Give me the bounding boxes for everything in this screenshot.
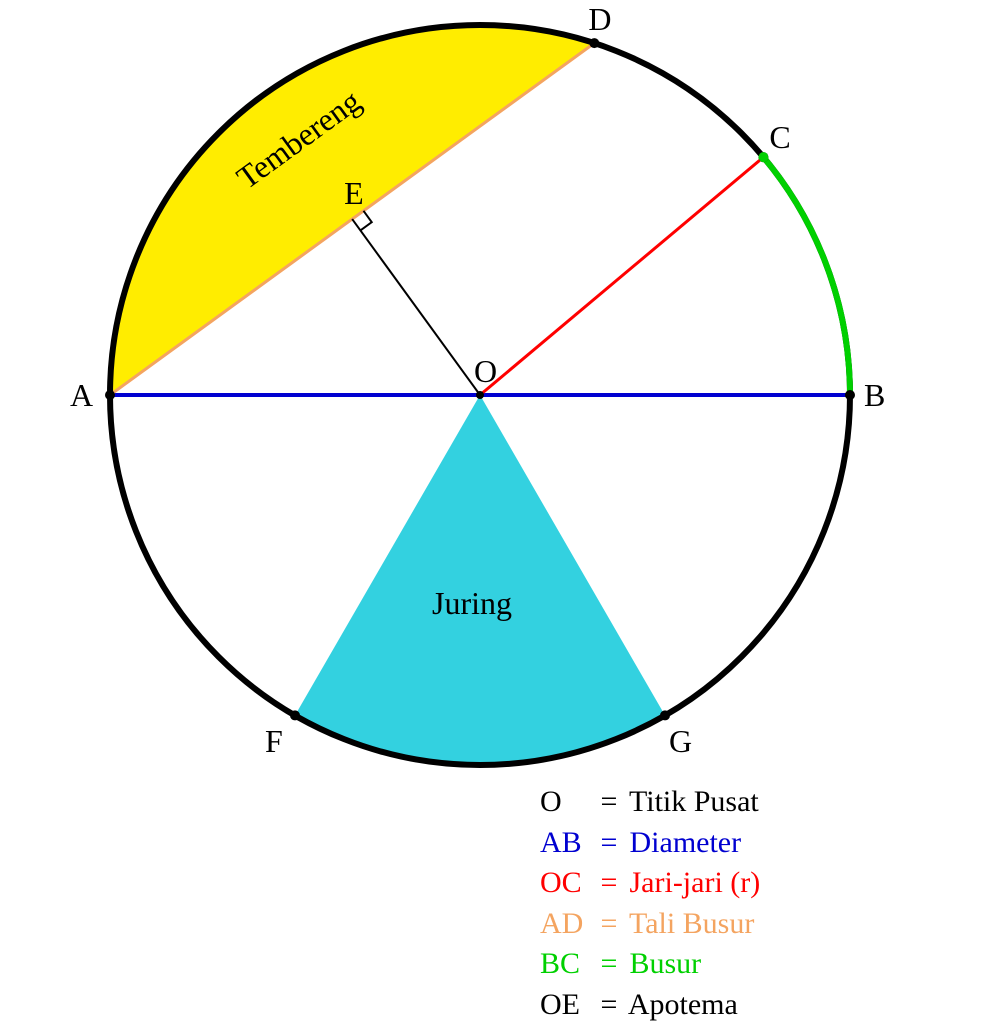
legend-equals: =: [596, 823, 622, 864]
sector-label: Juring: [432, 585, 512, 622]
legend-row: AD= Tali Busur: [540, 904, 760, 945]
arc-bc: [763, 157, 850, 395]
label-C: C: [769, 119, 790, 156]
label-D: D: [588, 1, 611, 38]
legend-row: OC= Jari-jari (r): [540, 863, 760, 904]
apothem-oe: [352, 219, 480, 395]
legend-row: AB= Diameter: [540, 823, 760, 864]
legend-key: AD: [540, 904, 596, 945]
point-dot-c: [758, 152, 768, 162]
legend: O= Titik PusatAB= DiameterOC= Jari-jari …: [540, 782, 760, 1025]
legend-text: Jari-jari (r): [622, 866, 760, 899]
label-E: E: [344, 175, 364, 212]
legend-text: Diameter: [622, 826, 741, 859]
legend-equals: =: [596, 863, 622, 904]
legend-equals: =: [596, 985, 622, 1025]
point-dot: [290, 710, 300, 720]
label-G: G: [669, 723, 692, 760]
point-dot: [589, 38, 599, 48]
legend-text: Titik Pusat: [622, 785, 759, 818]
legend-row: OE= Apotema: [540, 985, 760, 1025]
legend-key: OE: [540, 985, 596, 1025]
legend-text: Busur: [622, 947, 701, 980]
label-A: A: [70, 377, 93, 414]
label-O: O: [474, 353, 497, 390]
legend-equals: =: [596, 782, 622, 823]
label-F: F: [265, 723, 283, 760]
legend-text: Apotema: [622, 988, 738, 1021]
label-B: B: [864, 377, 885, 414]
legend-key: OC: [540, 863, 596, 904]
point-dot: [476, 391, 484, 399]
radius-oc: [480, 157, 763, 395]
point-dot: [105, 390, 115, 400]
legend-row: BC= Busur: [540, 944, 760, 985]
legend-equals: =: [596, 944, 622, 985]
legend-text: Tali Busur: [622, 907, 754, 940]
point-dot: [660, 710, 670, 720]
point-dot: [845, 390, 855, 400]
circle-diagram-svg: [0, 0, 1000, 1000]
legend-row: O= Titik Pusat: [540, 782, 760, 823]
legend-equals: =: [596, 904, 622, 945]
right-angle-marker: [360, 211, 371, 231]
sector-region: [295, 395, 665, 765]
legend-key: O: [540, 782, 596, 823]
legend-key: AB: [540, 823, 596, 864]
legend-key: BC: [540, 944, 596, 985]
